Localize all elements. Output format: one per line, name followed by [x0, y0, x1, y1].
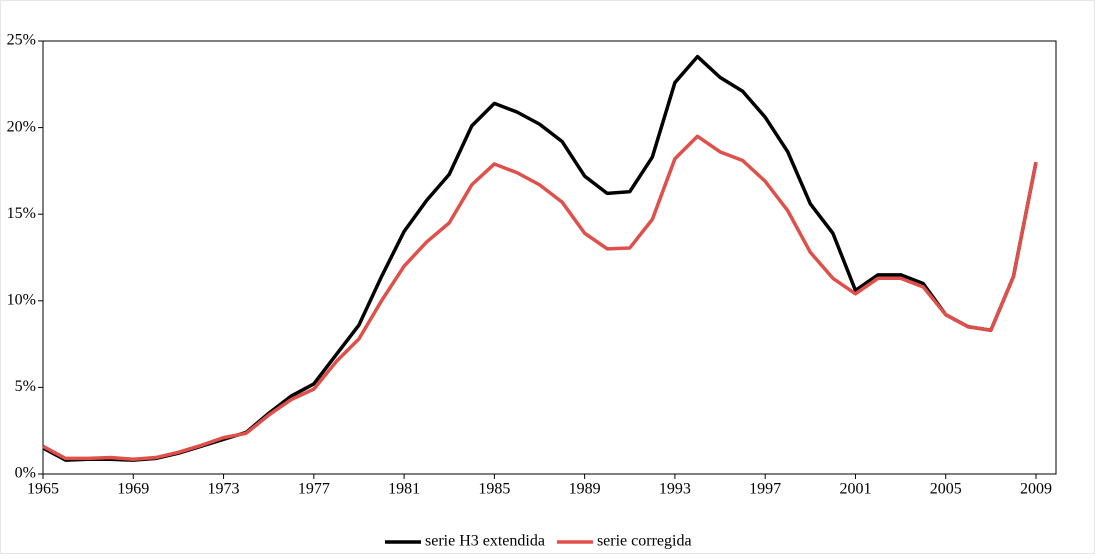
x-tick-label: 1985: [478, 481, 510, 498]
x-tick-label: 2001: [839, 481, 871, 498]
legend-label: serie H3 extendida: [425, 533, 545, 550]
x-tick-label: 1969: [117, 481, 149, 498]
x-tick-label: 1973: [208, 481, 240, 498]
legend-label: serie corregida: [597, 533, 692, 550]
y-tick-label: 15%: [7, 205, 36, 222]
x-tick-label: 1993: [659, 481, 691, 498]
x-tick-label: 1981: [388, 481, 420, 498]
y-tick-label: 20%: [7, 118, 36, 135]
x-tick-label: 2009: [1020, 481, 1052, 498]
x-tick-label: 1997: [749, 481, 781, 498]
series-line: [42, 134, 1038, 462]
y-tick-label: 10%: [7, 291, 36, 308]
x-tick-label: 1989: [569, 481, 601, 498]
x-tick-label: 1965: [27, 481, 59, 498]
plot-area: [42, 40, 1057, 475]
y-tick-label: 0%: [15, 465, 36, 482]
y-tick-label: 5%: [15, 378, 36, 395]
x-tick-label: 2005: [930, 481, 962, 498]
y-tick-label: 25%: [7, 32, 36, 49]
x-tick-label: 1977: [298, 481, 330, 498]
